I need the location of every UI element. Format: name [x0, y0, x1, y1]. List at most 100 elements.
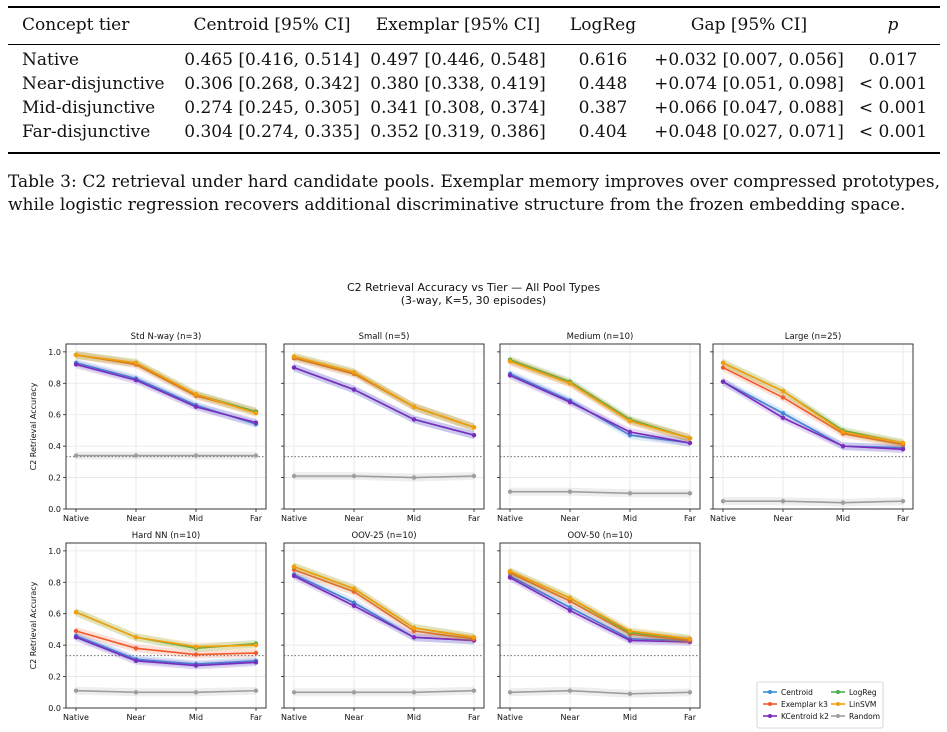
- x-tick-label: Far: [250, 713, 263, 722]
- series-line-kcentroid-k2: [75, 363, 257, 424]
- panel-title: Medium (n=10): [567, 332, 634, 342]
- table-top-rule: [8, 6, 940, 8]
- panel-oov-25-n-10: OOV-25 (n=10) Native Near Mid Far: [281, 531, 485, 722]
- data-point-random: [627, 691, 633, 697]
- data-point-linsvm: [471, 425, 477, 430]
- table-caption: Table 3: C2 retrieval under hard candida…: [8, 172, 940, 215]
- data-point-random: [687, 491, 693, 496]
- legend-label-logreg: LogReg: [849, 688, 877, 697]
- data-point-exemplar-k3: [291, 567, 297, 572]
- data-point-linsvm: [291, 564, 297, 569]
- data-point-linsvm: [73, 609, 79, 615]
- x-tick-label: Far: [684, 713, 697, 722]
- data-point-kcentroid-k2: [567, 608, 573, 613]
- series-line-centroid: [509, 575, 691, 642]
- data-point-linsvm: [73, 352, 79, 358]
- ci-band-linsvm: [510, 567, 690, 643]
- panel-frame: [283, 343, 485, 510]
- ci-band-linsvm: [723, 358, 903, 447]
- data-point-random: [720, 498, 726, 504]
- data-point-linsvm: [507, 569, 513, 574]
- panel-title: OOV-50 (n=10): [567, 531, 632, 541]
- x-tick-label: Near: [126, 514, 146, 523]
- data-point-centroid: [627, 432, 633, 438]
- data-point-exemplar-k3: [253, 650, 259, 656]
- x-tick-label: Near: [344, 514, 364, 523]
- data-point-kcentroid-k2: [471, 432, 477, 438]
- legend-marker-centroid: [768, 690, 772, 694]
- data-point-linsvm: [291, 354, 297, 359]
- data-point-kcentroid-k2: [193, 663, 199, 668]
- panel-title: Large (n=25): [785, 332, 842, 342]
- data-point-linsvm: [351, 370, 357, 375]
- data-point-linsvm: [840, 429, 846, 435]
- data-point-linsvm: [507, 359, 513, 364]
- data-point-linsvm: [720, 360, 726, 366]
- data-point-kcentroid-k2: [840, 443, 846, 449]
- x-tick-label: Near: [560, 514, 580, 523]
- data-point-centroid: [351, 600, 357, 605]
- series-line-linsvm: [722, 362, 904, 444]
- data-point-linsvm: [351, 586, 357, 591]
- panel-std-n-way-n-3: Std N-way (n=3) 0.0 0.2 0.4 0.6 0.8 1.0 C2 Retr…: [29, 332, 267, 523]
- data-point-kcentroid-k2: [720, 379, 726, 384]
- y-tick-label: 0.6: [48, 411, 61, 420]
- table-bottom-rule: [8, 152, 940, 154]
- panel-title: Std N-way (n=3): [131, 332, 202, 342]
- y-tick-label: 0.2: [48, 673, 61, 682]
- data-point-linsvm: [193, 644, 199, 649]
- data-point-linsvm: [687, 636, 693, 642]
- series-line-linsvm: [509, 570, 691, 640]
- data-point-random: [193, 690, 199, 695]
- series-line-exemplar-k3: [75, 630, 257, 656]
- series-line-random: [723, 500, 904, 504]
- data-point-kcentroid-k2: [351, 387, 357, 392]
- data-point-random: [291, 473, 297, 479]
- series-line-linsvm: [75, 354, 257, 414]
- data-point-kcentroid-k2: [567, 399, 573, 405]
- row-near-exemplar: 0.380 [0.338, 0.419]: [370, 74, 546, 94]
- series-line-kcentroid-k2: [293, 575, 475, 642]
- data-point-linsvm: [411, 404, 417, 410]
- series-line-kcentroid-k2: [509, 576, 691, 643]
- data-point-exemplar-k3: [73, 628, 79, 634]
- header-gap: Gap [95% CI]: [690, 15, 808, 35]
- data-point-kcentroid-k2: [73, 635, 79, 640]
- x-tick-label: Near: [560, 713, 580, 722]
- row-mid-centroid: 0.274 [0.245, 0.305]: [184, 98, 360, 118]
- x-tick-label: Native: [63, 713, 89, 722]
- series-line-linsvm: [509, 360, 691, 440]
- data-point-linsvm: [900, 440, 906, 446]
- data-point-random: [627, 491, 633, 496]
- row-mid-gap: +0.066 [0.047, 0.088]: [654, 98, 844, 118]
- data-point-random: [567, 688, 573, 693]
- x-tick-label: Near: [126, 713, 146, 722]
- data-point-random: [133, 690, 139, 695]
- x-tick-label: Native: [497, 713, 523, 722]
- legend-label-kcentroid-k2: KCentroid k2: [781, 712, 829, 721]
- legend-label-centroid: Centroid: [781, 688, 813, 697]
- y-axis-label: C2 Retrieval Accuracy: [29, 581, 38, 669]
- row-far-exemplar: 0.352 [0.319, 0.386]: [370, 122, 546, 142]
- data-point-random: [900, 498, 906, 504]
- data-point-linsvm: [567, 381, 573, 386]
- series-line-random: [510, 490, 690, 495]
- legend-label-linsvm: LinSVM: [849, 700, 876, 709]
- data-point-kcentroid-k2: [133, 377, 139, 383]
- series-line-centroid: [75, 634, 257, 665]
- row-near-tier: Near-disjunctive: [22, 74, 165, 94]
- x-tick-label: Far: [250, 514, 263, 523]
- panel-small-n-5: Small (n=5) Native Near Mid Far: [281, 332, 485, 523]
- data-point-random: [840, 500, 846, 505]
- data-point-random: [687, 690, 693, 695]
- y-tick-label: 0.2: [48, 474, 61, 483]
- data-point-linsvm: [627, 628, 633, 634]
- ci-band-logreg: [723, 358, 903, 447]
- data-point-linsvm: [687, 436, 693, 441]
- data-point-random: [351, 473, 357, 479]
- data-point-random: [411, 690, 417, 695]
- x-tick-label: Far: [468, 514, 481, 523]
- data-point-kcentroid-k2: [73, 362, 79, 367]
- x-tick-label: Native: [63, 514, 89, 523]
- row-mid-p: < 0.001: [858, 98, 928, 118]
